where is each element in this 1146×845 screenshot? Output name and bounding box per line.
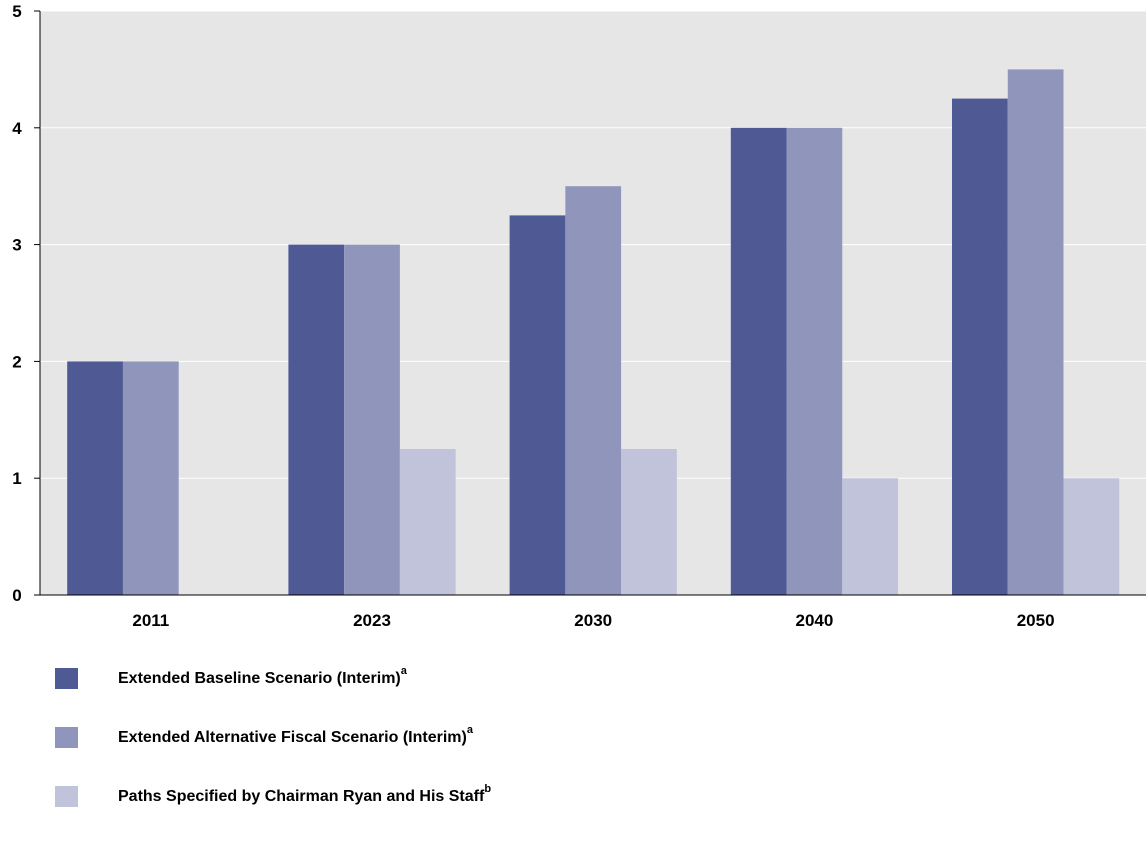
y-tick-label: 0: [12, 586, 21, 605]
y-tick-label: 5: [12, 2, 21, 21]
x-tick-label-2011: 2011: [132, 611, 169, 630]
bar-2040-series-1: [730, 127, 787, 596]
legend-label-baseline: Extended Baseline Scenario (Interim)a: [118, 664, 407, 687]
y-tick-label: 1: [12, 469, 21, 488]
x-tick-label-2023: 2023: [353, 611, 391, 630]
bar-2023-series-1: [288, 244, 345, 595]
x-tick-label-2050: 2050: [1017, 611, 1055, 630]
y-tick-label: 4: [12, 119, 22, 138]
bar-2050-series-1: [952, 98, 1008, 595]
legend-swatch-alternative: [55, 727, 78, 748]
bar-2023-series-3: [399, 449, 456, 595]
legend-swatch-baseline: [55, 668, 78, 689]
bar-2040-series-2: [786, 127, 843, 596]
bars: [67, 69, 1120, 596]
y-tick-label: 3: [12, 236, 21, 255]
bar-2040-series-3: [842, 478, 899, 595]
bar-2030-series-1: [509, 215, 566, 595]
y-tick-label: 2: [12, 352, 21, 371]
bar-2030-series-3: [621, 449, 677, 595]
bar-2011-series-2: [122, 361, 179, 595]
x-tick-label-2030: 2030: [574, 611, 612, 630]
legend-label-alternative: Extended Alternative Fiscal Scenario (In…: [118, 723, 473, 746]
bar-2050-series-2: [1007, 69, 1064, 595]
bar-chart: 0 1 2 3 4 5 2011 2023 2030 2040 2050: [12, 2, 1146, 630]
bar-2011-series-1: [67, 361, 123, 595]
y-axis-ticks: 0 1 2 3 4 5: [12, 2, 40, 605]
bar-2050-series-3: [1063, 478, 1120, 595]
bar-2030-series-2: [565, 186, 622, 595]
legend-label-ryan-paths: Paths Specified by Chairman Ryan and His…: [118, 782, 492, 805]
x-tick-label-2040: 2040: [796, 611, 834, 630]
bar-2023-series-2: [344, 244, 400, 595]
legend-swatch-ryan-paths: [55, 786, 78, 807]
x-axis-ticks: 2011 2023 2030 2040 2050: [132, 611, 1054, 630]
